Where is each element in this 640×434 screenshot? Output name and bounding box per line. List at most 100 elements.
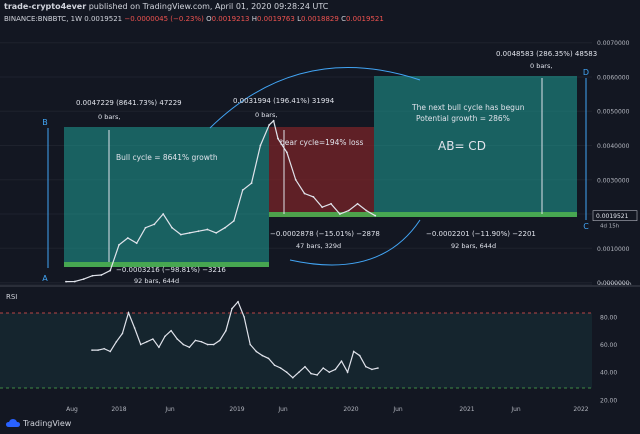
price-tick-label: 0.0040000 <box>597 143 630 150</box>
rsi-pane[interactable]: RSI <box>0 293 592 389</box>
price-tick-label: 0.0060000 <box>597 74 630 81</box>
rsi-point <box>322 367 325 369</box>
rsi-point <box>218 339 221 342</box>
rsi-point <box>285 371 288 373</box>
price-point <box>215 231 218 234</box>
price-pane[interactable]: 0.0047229 (8641.73%) 47229 0 bars, Bull cy… <box>0 29 597 286</box>
rsi-point <box>249 343 252 346</box>
price-point <box>241 189 244 191</box>
symbol-label[interactable]: BINANCE:BNBBTC, 1W <box>4 15 83 23</box>
annotation-text: AB= CD <box>438 139 486 153</box>
rsi-axis[interactable]: 80.00 60.00 40.00 20.00 <box>600 314 617 404</box>
footer: TradingView <box>0 416 640 434</box>
low-label: L <box>297 15 301 23</box>
rsi-point <box>133 327 136 329</box>
price-point <box>206 228 209 231</box>
rsi-point <box>231 307 233 310</box>
close-label: C <box>341 15 346 23</box>
price-point <box>82 278 85 281</box>
rsi-point <box>206 343 209 346</box>
time-tick-label: Jun <box>277 406 288 413</box>
annotation-sub: 0 bars, <box>255 111 277 119</box>
price-point <box>144 226 147 229</box>
time-tick-label: 2019 <box>229 406 244 413</box>
rsi-point <box>243 316 245 318</box>
publish-date: published on TradingView.com, April 01, … <box>88 2 329 11</box>
annotation-text: 0.0047229 (8641.73%) 47229 <box>76 99 182 107</box>
price-point <box>356 202 359 205</box>
last-price-label: 0.0019521 <box>596 213 629 220</box>
point-label-c: C <box>583 222 589 231</box>
rsi-point <box>304 365 306 368</box>
time-axis[interactable]: Aug 2018 Jun 2019 Jun 2020 Jun 2021 Jun 2022 <box>66 406 589 413</box>
rsi-point <box>200 340 203 343</box>
price-point <box>153 223 156 226</box>
price-change: −0.0000045 (−0.23%) <box>124 15 204 23</box>
pattern-points: A B C D <box>42 68 589 283</box>
rsi-point <box>127 311 130 314</box>
price-point <box>277 137 279 140</box>
rsi-point <box>225 329 227 332</box>
rsi-point <box>261 354 264 357</box>
open-value: 0.0019213 <box>211 15 250 23</box>
price-point <box>65 280 67 283</box>
brand-label: TradingView <box>23 419 72 428</box>
publish-info: trade-crypto4ever published on TradingVi… <box>4 2 328 11</box>
annotation-sub: 0 bars, <box>98 113 120 121</box>
annotations: 0.0047229 (8641.73%) 47229 0 bars, Bull cy… <box>76 50 597 285</box>
annotation-text: 0.0031994 (196.41%) 31994 <box>233 97 335 105</box>
price-point <box>135 242 138 245</box>
price-point <box>338 213 341 215</box>
rsi-point <box>103 347 105 350</box>
price-tick-label: 0.0010000 <box>597 246 630 253</box>
price-point <box>188 231 191 234</box>
rsi-tick-label: 20.00 <box>600 397 617 404</box>
rsi-point <box>298 371 300 373</box>
projection-box[interactable] <box>374 76 577 217</box>
last-price-box <box>592 210 638 221</box>
time-tick-label: 2020 <box>343 406 358 413</box>
rsi-series[interactable] <box>92 300 379 379</box>
time-tick-label: 2021 <box>459 406 474 413</box>
time-tick-label: 2022 <box>573 406 588 413</box>
high-value: 0.0019763 <box>256 15 295 23</box>
rsi-point <box>170 329 172 332</box>
price-point <box>303 192 306 195</box>
rsi-point <box>340 360 343 362</box>
annotation-text: Potential growth = 286% <box>416 114 510 123</box>
publisher-name[interactable]: trade-crypto4ever <box>4 2 87 11</box>
bear-range-bar <box>269 212 374 217</box>
bull-cycle-box[interactable] <box>64 127 269 267</box>
low-value: 0.0018829 <box>300 15 339 23</box>
rsi-point <box>164 335 166 338</box>
price-point <box>224 226 226 229</box>
rsi-point <box>279 367 282 369</box>
rsi-point <box>152 338 154 340</box>
projection-range-bar <box>374 212 577 217</box>
annotation-text: −0.0002201 (−11.90%) −2201 <box>426 230 536 238</box>
annotation-text: −0.0003216 (−98.81%) −3216 <box>116 266 226 274</box>
rsi-tick-label: 60.00 <box>600 342 617 349</box>
price-tick-label: 0.0030000 <box>597 177 630 184</box>
rsi-point <box>310 372 312 375</box>
price-axis[interactable]: 0.0070000 0.0060000 0.0050000 0.0040000 0.00… <box>592 40 638 289</box>
price-point <box>197 230 200 233</box>
price-point <box>250 182 253 185</box>
rsi-point <box>188 346 191 349</box>
rsi-point <box>212 343 215 346</box>
rsi-point <box>194 339 197 342</box>
rsi-point <box>365 365 367 368</box>
price-point <box>100 274 103 276</box>
curve-arrow-top <box>209 67 421 129</box>
rsi-point <box>109 350 112 353</box>
price-point <box>109 269 112 272</box>
annotation-sub: 47 bars, 329d <box>296 242 341 250</box>
tradingview-logo[interactable]: TradingView <box>6 419 71 428</box>
bear-cycle-box[interactable] <box>269 127 374 217</box>
rsi-point <box>316 374 318 376</box>
annotation-text: bear cycle=194% loss <box>280 138 364 147</box>
price-point <box>294 178 297 181</box>
rsi-band <box>0 313 592 388</box>
price-point <box>232 219 235 222</box>
